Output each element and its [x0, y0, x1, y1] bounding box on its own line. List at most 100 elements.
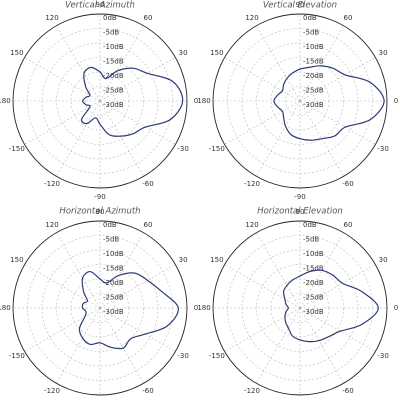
angle-label: 90	[296, 208, 305, 216]
spoke	[256, 232, 301, 309]
grid-ring	[285, 86, 315, 116]
grid-ring	[227, 28, 373, 174]
spoke	[99, 100, 144, 177]
angle-label: 150	[10, 256, 23, 264]
angle-label: 0	[194, 97, 198, 105]
r-tick-label: -20dB	[303, 279, 324, 287]
r-tick-label: -25dB	[303, 294, 324, 302]
spoke	[299, 25, 344, 102]
spoke	[56, 100, 101, 177]
angle-label: 90	[96, 208, 105, 216]
grid-ring	[241, 42, 359, 160]
pattern-line	[282, 269, 379, 343]
chart-title: Vertical Azimuth	[65, 1, 135, 11]
spoke	[99, 25, 144, 102]
chart-title: Horizontal Elevation	[257, 207, 343, 217]
angle-label: -90	[94, 193, 105, 201]
angle-label: -150	[9, 352, 25, 360]
angle-label: 60	[344, 14, 353, 22]
spoke	[256, 100, 301, 177]
outer-ring	[12, 13, 188, 189]
spoke	[299, 232, 344, 309]
angle-label: -30	[377, 145, 388, 153]
r-tick-label: -15dB	[103, 265, 124, 273]
spoke	[24, 264, 101, 309]
grid-ring	[85, 293, 115, 323]
outer-ring	[12, 220, 188, 396]
grid-ring	[41, 42, 159, 160]
angle-label: -60	[342, 387, 353, 395]
r-tick-label: -20dB	[103, 72, 124, 80]
angle-label: -150	[9, 145, 25, 153]
spoke	[24, 57, 101, 102]
angle-label: 60	[344, 221, 353, 229]
angle-label: -60	[142, 387, 153, 395]
r-tick-label: -10dB	[103, 43, 124, 51]
r-tick-label: 0dB	[103, 14, 117, 22]
r-tick-label: -10dB	[303, 250, 324, 258]
spoke	[224, 57, 301, 102]
angle-label: -150	[209, 145, 225, 153]
angle-label: -60	[342, 180, 353, 188]
grid-ring	[256, 264, 344, 352]
r-tick-label: -30dB	[303, 101, 324, 109]
grid-ring	[27, 235, 173, 381]
r-tick-label: -25dB	[103, 87, 124, 95]
grid-ring	[241, 249, 359, 367]
r-tick-label: -10dB	[103, 250, 124, 258]
outer-ring	[212, 220, 388, 396]
angle-label: 180	[0, 97, 11, 105]
grid-ring	[85, 86, 115, 116]
angle-label: 30	[379, 49, 388, 57]
r-tick-label: -15dB	[103, 58, 124, 66]
angle-label: 120	[45, 14, 58, 22]
angle-label: 180	[197, 304, 210, 312]
angle-label: 150	[210, 256, 223, 264]
spoke	[256, 25, 301, 102]
spoke	[256, 307, 301, 384]
angle-label: 0	[394, 97, 398, 105]
r-tick-label: 0dB	[103, 221, 117, 229]
spoke	[99, 232, 144, 309]
chart-title: Horizontal Azimuth	[59, 207, 140, 217]
pattern-line	[80, 66, 184, 137]
pattern-line	[78, 270, 179, 350]
angle-label: 0	[194, 304, 198, 312]
angle-label: 120	[45, 221, 58, 229]
r-tick-label: -20dB	[103, 279, 124, 287]
r-tick-label: -5dB	[303, 236, 319, 244]
angle-label: -30	[177, 145, 188, 153]
angle-label: -60	[142, 180, 153, 188]
angle-label: 120	[245, 221, 258, 229]
angle-label: 30	[179, 49, 188, 57]
angle-label: 0	[394, 304, 398, 312]
spoke	[224, 264, 301, 309]
angle-label: 30	[179, 256, 188, 264]
outer-ring	[212, 13, 388, 189]
angle-label: -120	[44, 387, 60, 395]
grid-ring	[270, 71, 330, 131]
r-tick-label: -5dB	[303, 29, 319, 37]
spoke	[299, 100, 344, 177]
angle-label: 60	[144, 221, 153, 229]
angle-label: -150	[209, 352, 225, 360]
grid-ring	[227, 235, 373, 381]
angle-label: 150	[10, 49, 23, 57]
angle-label: -30	[177, 352, 188, 360]
r-tick-label: -30dB	[303, 308, 324, 316]
r-tick-label: -25dB	[303, 87, 324, 95]
r-tick-label: -10dB	[303, 43, 324, 51]
spoke	[99, 307, 144, 384]
angle-label: -120	[244, 180, 260, 188]
angle-label: 60	[144, 14, 153, 22]
r-tick-label: -15dB	[303, 265, 324, 273]
spoke	[299, 307, 344, 384]
grid-ring	[56, 264, 144, 352]
angle-label: 180	[0, 304, 11, 312]
r-tick-label: -20dB	[303, 72, 324, 80]
r-tick-label: -30dB	[103, 308, 124, 316]
r-tick-label: 0dB	[303, 221, 317, 229]
angle-label: 150	[210, 49, 223, 57]
spoke	[56, 307, 101, 384]
